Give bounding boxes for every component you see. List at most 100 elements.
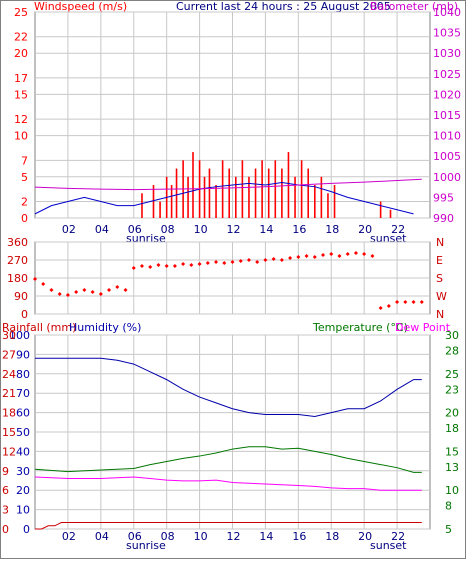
wind-average-line [34,182,414,215]
wind-direction-point [403,300,408,304]
wind-direction-point [288,256,293,260]
wind-direction-point [321,253,326,257]
direction-tick-label: 180 [7,272,28,285]
hour-tick-label-top: 02 [62,223,76,236]
compass-tick-label: S [436,272,443,285]
windspeed-tick-label: 17 [14,72,28,85]
wind-direction-point [296,255,301,259]
temperature-line [34,446,422,473]
hour-tick-label-bottom: 12 [227,530,241,543]
wind-direction-point [164,264,169,268]
humidity-line [35,357,422,417]
wind-direction-point [33,277,37,281]
hour-tick-label-bottom: 22 [391,530,405,543]
barometer-axis-title: Barometer (mb) [370,0,458,13]
humidity-tick-label: 20 [16,484,30,497]
barometer-tick-label: 1015 [433,109,461,122]
wind-direction-point [205,261,210,265]
wind-direction-point [49,288,54,292]
wind-direction-point [115,285,120,289]
wind-direction-point [345,252,350,256]
temperature-tick-label: 25 [445,368,459,381]
windspeed-tick-label: 2 [21,196,28,209]
barometer-tick-label: 1005 [433,150,461,163]
wind-direction-point [238,259,243,263]
wind-direction-point [123,288,128,292]
barometer-tick-label: 1010 [433,130,461,143]
barometer-line [34,178,422,191]
windspeed-tick-label: 25 [14,6,28,19]
wind-direction-point [255,260,260,264]
hour-tick-label-bottom: 16 [292,530,306,543]
rainfall-tick-label: 12 [2,445,16,458]
windspeed-tick-label: 12 [14,113,28,126]
dew-point-line [34,476,422,491]
hour-tick-label-top: 20 [358,223,372,236]
sunset-label-bottom: sunset [370,539,407,552]
wind-direction-point [271,257,276,261]
windspeed-tick-label: 15 [14,88,28,101]
compass-tick-label: W [436,290,447,303]
rainfall-tick-label: 0 [2,523,9,536]
humidity-tick-label: 100 [9,329,30,342]
dew-point-axis-title: Dew Point [395,321,451,334]
compass-tick-label: E [436,254,443,267]
barometer-tick-label: 1030 [433,47,461,60]
temperature-tick-label: 18 [445,422,459,435]
wind-direction-point [197,262,202,266]
windspeed-tick-label: 20 [14,47,28,60]
temperature-tick-label: 8 [445,500,452,513]
humidity-tick-label: 70 [16,387,30,400]
windspeed-axis-title: Windspeed (m/s) [34,0,127,13]
hour-tick-label-top: 16 [292,223,306,236]
wind-direction-point [263,258,268,262]
wind-direction-point [395,300,400,304]
temperature-axis-title: Temperature (°C) [312,321,408,334]
barometer-tick-label: 1035 [433,27,461,40]
wind-direction-point [181,262,186,266]
rainfall-tick-label: 30 [2,329,16,342]
wind-direction-point [148,265,153,269]
humidity-axis-title: Humidity (%) [69,321,141,334]
barometer-tick-label: 1040 [433,6,461,19]
temperature-tick-label: 13 [445,461,459,474]
barometer-tick-label: 1000 [433,171,461,184]
hour-tick-label-bottom: 08 [161,530,175,543]
hour-tick-label-bottom: 06 [128,530,142,543]
hour-tick-label-top: 14 [259,223,273,236]
wind-direction-point [419,300,424,304]
compass-tick-label: N [436,236,444,249]
hour-tick-label-bottom: 18 [325,530,339,543]
wind-direction-point [82,288,87,292]
humidity-tick-label: 60 [16,407,30,420]
hour-tick-label-top: 08 [161,223,175,236]
humidity-tick-label: 30 [16,465,30,478]
wind-direction-point [189,263,194,267]
wind-direction-point [172,264,177,268]
windspeed-tick-label: 5 [21,171,28,184]
hour-tick-label-bottom: 14 [259,530,273,543]
barometer-tick-label: 995 [433,191,454,204]
wind-direction-point [246,258,251,262]
wind-direction-point [304,254,309,258]
rainfall-tick-label: 15 [2,426,16,439]
windspeed-tick-label: 10 [14,130,28,143]
humidity-tick-label: 10 [16,504,30,517]
hour-tick-label-top: 18 [325,223,339,236]
direction-tick-label: 360 [7,236,28,249]
chart-title: Current last 24 hours : 25 August 2005 [176,0,391,13]
temperature-tick-label: 30 [445,329,459,342]
direction-tick-label: 90 [14,290,28,303]
wind-direction-point [156,263,161,267]
wind-direction-point [362,252,367,256]
wind-direction-point [139,264,144,268]
windspeed-tick-label: 0 [21,212,28,225]
rainfall-tick-label: 24 [2,368,16,381]
hour-tick-label-top: 04 [95,223,109,236]
barometer-tick-label: 1020 [433,88,461,101]
temperature-tick-label: 20 [445,407,459,420]
direction-tick-label: 0 [21,308,28,321]
hour-tick-label-top: 22 [391,223,405,236]
